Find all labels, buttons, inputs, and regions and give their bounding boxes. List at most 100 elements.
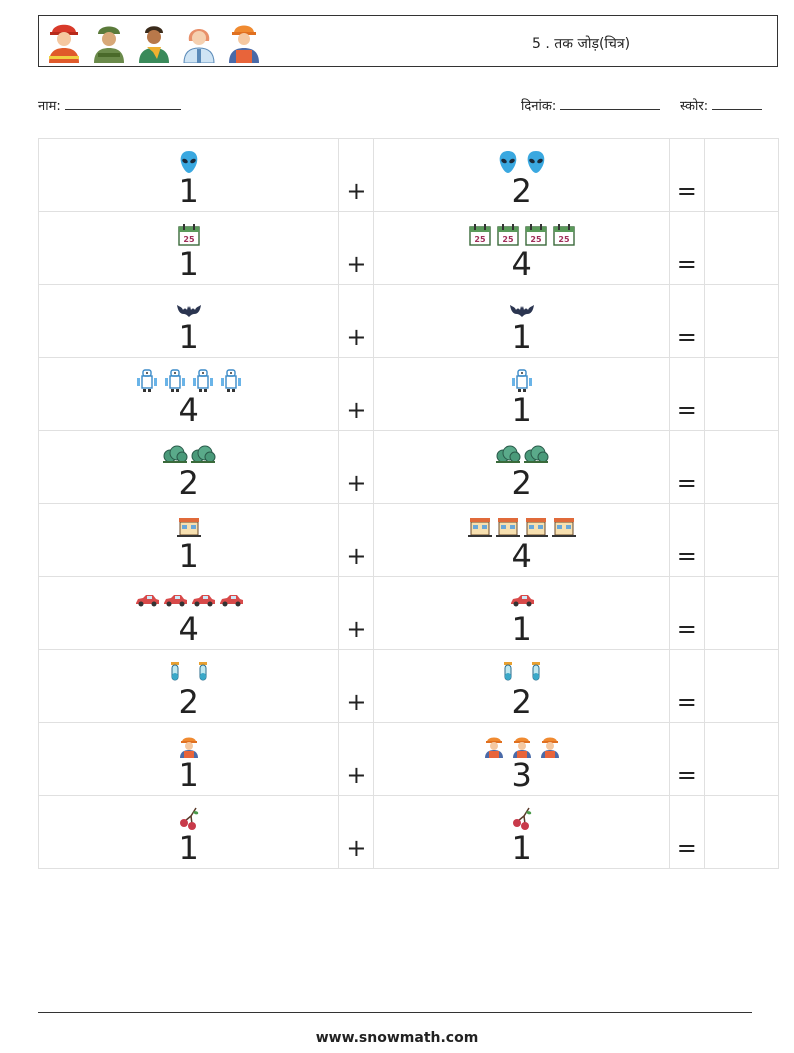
equals-cell: = — [668, 211, 705, 285]
addend-b-cell: 2 — [373, 649, 670, 723]
addend-a-cell: 2 — [37, 430, 340, 504]
addend-b-number: 4 — [511, 245, 532, 283]
equals-cell: = — [668, 722, 705, 796]
answer-cell[interactable] — [703, 284, 780, 358]
plus-sign: + — [346, 250, 367, 278]
icon-group — [39, 441, 338, 467]
score-label: स्कोर: — [680, 99, 709, 114]
addend-a-number: 1 — [178, 829, 199, 867]
car-icon — [218, 587, 244, 613]
problem-row: 1 +2 = — [37, 138, 780, 212]
addend-b-number: 1 — [511, 610, 532, 648]
addend-a-cell: 1 — [37, 722, 340, 796]
answer-cell[interactable] — [703, 795, 780, 869]
icon-group — [39, 295, 338, 321]
addend-b-number: 2 — [511, 683, 532, 721]
soldier-icon — [90, 19, 128, 63]
answer-cell[interactable] — [703, 503, 780, 577]
equals-sign: = — [676, 177, 697, 205]
svg-text:25: 25 — [502, 235, 514, 244]
plus-sign: + — [346, 469, 367, 497]
addend-b-number: 4 — [511, 537, 532, 575]
answer-cell[interactable] — [703, 138, 780, 212]
equals-sign: = — [676, 323, 697, 351]
plus-cell: + — [338, 576, 375, 650]
icon-group — [39, 587, 338, 613]
equals-cell: = — [668, 649, 705, 723]
icon-group: 25 25 25 25 — [374, 222, 668, 248]
robot-icon — [134, 368, 160, 394]
alien-icon — [176, 149, 202, 175]
problem-row: 4 +1 = — [37, 576, 780, 650]
plus-cell: + — [338, 795, 375, 869]
worker-icon — [176, 733, 202, 759]
name-line[interactable] — [64, 98, 181, 110]
bush-icon — [495, 441, 521, 467]
answer-cell[interactable] — [703, 649, 780, 723]
problem-row: 2 +2 = — [37, 649, 780, 723]
car-icon — [509, 587, 535, 613]
plus-cell: + — [338, 430, 375, 504]
equals-sign: = — [676, 469, 697, 497]
addend-b-cell: 3 — [373, 722, 670, 796]
addend-b-cell: 1 — [373, 576, 670, 650]
addend-b-cell: 1 — [373, 357, 670, 431]
storefront-icon — [551, 514, 577, 540]
addend-b-number: 3 — [511, 756, 532, 794]
answer-cell[interactable] — [703, 576, 780, 650]
icon-group — [39, 733, 338, 759]
robot-icon — [218, 368, 244, 394]
car-icon — [190, 587, 216, 613]
equals-sign: = — [676, 542, 697, 570]
svg-text:25: 25 — [558, 235, 570, 244]
icon-group — [39, 806, 338, 832]
addend-b-number: 1 — [511, 391, 532, 429]
robot-icon — [162, 368, 188, 394]
calendar-icon: 25 — [495, 222, 521, 248]
calendar-icon: 25 — [467, 222, 493, 248]
addend-a-cell: 1 — [37, 138, 340, 212]
plus-cell: + — [338, 138, 375, 212]
plus-sign: + — [346, 834, 367, 862]
storefront-icon — [467, 514, 493, 540]
addend-b-cell: 2 — [373, 430, 670, 504]
addend-a-number: 4 — [178, 391, 199, 429]
calendar-icon: 25 — [523, 222, 549, 248]
problem-row: 4 +1 = — [37, 357, 780, 431]
avatar-strip — [45, 19, 263, 64]
answer-cell[interactable] — [703, 357, 780, 431]
addend-a-number: 1 — [178, 756, 199, 794]
plus-cell: + — [338, 211, 375, 285]
problem-row: 25 1 +25 25 25 25 4 = — [37, 211, 780, 285]
equals-cell: = — [668, 503, 705, 577]
addend-b-cell: 1 — [373, 284, 670, 358]
answer-cell[interactable] — [703, 430, 780, 504]
icon-group — [374, 806, 668, 832]
plus-cell: + — [338, 284, 375, 358]
addend-a-number: 1 — [178, 318, 199, 356]
bush-icon — [190, 441, 216, 467]
alien-icon — [523, 149, 549, 175]
answer-cell[interactable] — [703, 722, 780, 796]
answer-cell[interactable] — [703, 211, 780, 285]
icon-group — [374, 441, 668, 467]
addend-b-cell: 25 25 25 25 4 — [373, 211, 670, 285]
svg-text:25: 25 — [474, 235, 486, 244]
equals-cell: = — [668, 357, 705, 431]
bat-icon — [509, 295, 535, 321]
icon-group — [39, 368, 338, 394]
icon-group — [374, 587, 668, 613]
addend-a-cell: 2 — [37, 649, 340, 723]
name-label: नाम: — [38, 99, 61, 114]
date-label: दिनांक: — [521, 99, 557, 114]
cherries-icon — [509, 806, 535, 832]
date-line[interactable] — [560, 98, 661, 110]
storefront-icon — [495, 514, 521, 540]
plus-cell: + — [338, 722, 375, 796]
header-box: 5 . तक जोड़(चित्र) — [38, 15, 778, 67]
problem-row: 1 +1 = — [37, 284, 780, 358]
plus-sign: + — [346, 688, 367, 716]
equals-cell: = — [668, 284, 705, 358]
addend-b-number: 1 — [511, 318, 532, 356]
score-line[interactable] — [712, 98, 763, 110]
